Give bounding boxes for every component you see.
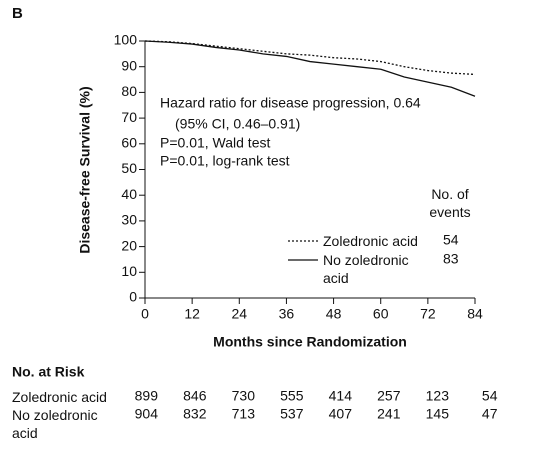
panel-label: B (12, 5, 23, 22)
legend-events: 54 (443, 232, 459, 248)
annotation: Hazard ratio for disease progression, 0.… (160, 95, 421, 111)
risk-count: 555 (280, 388, 304, 404)
survival-curve (144, 40, 476, 97)
y-tick-label: 60 (121, 135, 137, 151)
annotation: P=0.01, Wald test (160, 135, 270, 151)
risk-count: 713 (232, 406, 256, 422)
risk-count: 257 (377, 388, 401, 404)
x-tick-label: 60 (373, 306, 389, 322)
risk-row-label: No zoledronic acid (12, 407, 98, 441)
risk-count: 145 (426, 406, 450, 422)
y-tick-label: 70 (121, 109, 137, 125)
y-tick-label: 0 (129, 289, 137, 305)
risk-count: 123 (426, 388, 450, 404)
legend-title: No. of events (429, 186, 471, 220)
annotation: P=0.01, log-rank test (160, 153, 290, 169)
x-tick-label: 12 (184, 306, 200, 322)
x-tick-label: 48 (326, 306, 342, 322)
risk-count: 241 (377, 406, 401, 422)
risk-row-label: Zoledronic acid (12, 389, 107, 405)
risk-count: 54 (482, 388, 498, 404)
y-tick-label: 80 (121, 83, 137, 99)
risk-count: 537 (280, 406, 304, 422)
y-tick-label: 90 (121, 57, 137, 73)
x-tick-label: 0 (141, 306, 149, 322)
y-tick-label: 100 (114, 32, 138, 48)
risk-count: 904 (135, 406, 159, 422)
risk-count: 899 (135, 388, 159, 404)
y-tick-label: 40 (121, 186, 137, 202)
legend-label: Zoledronic acid (323, 233, 418, 249)
y-tick-label: 30 (121, 212, 137, 228)
legend-label: No zoledronic acid (323, 252, 409, 286)
legend-events: 83 (443, 251, 459, 267)
x-tick-label: 84 (467, 306, 483, 322)
risk-count: 47 (482, 406, 498, 422)
x-axis-label: Months since Randomization (213, 334, 407, 350)
y-tick-label: 10 (121, 263, 137, 279)
risk-count: 846 (183, 388, 207, 404)
y-axis-label: Disease-free Survival (%) (77, 86, 93, 253)
x-tick-label: 72 (420, 306, 436, 322)
risk-count: 407 (329, 406, 353, 422)
y-tick-label: 50 (121, 160, 137, 176)
y-tick-label: 20 (121, 237, 137, 253)
risk-count: 832 (183, 406, 207, 422)
risk-count: 414 (329, 388, 353, 404)
risk-table-title: No. at Risk (12, 364, 85, 380)
x-tick-label: 36 (279, 306, 295, 322)
x-tick-label: 24 (231, 306, 247, 322)
annotation: (95% CI, 0.46–0.91) (175, 116, 300, 132)
risk-count: 730 (232, 388, 256, 404)
survival-curve (144, 40, 476, 76)
